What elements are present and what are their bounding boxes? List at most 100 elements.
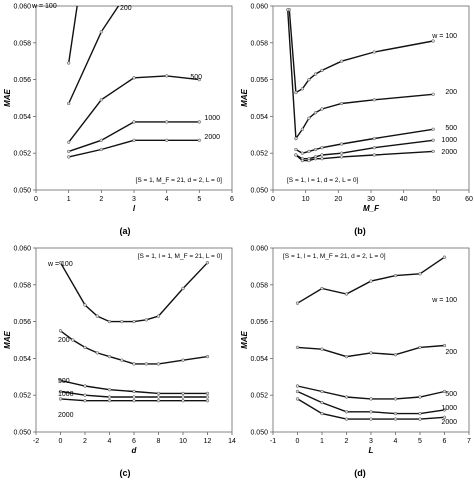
x-tick-label: 8: [157, 438, 161, 445]
data-point: [67, 140, 71, 144]
data-point: [320, 347, 324, 351]
data-point: [83, 399, 87, 403]
y-tick-label: 0.058: [13, 282, 31, 289]
data-point: [393, 417, 398, 421]
series-label: 200: [445, 89, 457, 96]
y-tick-label: 0.058: [250, 40, 268, 47]
data-point: [99, 138, 103, 142]
data-point: [107, 354, 112, 359]
data-point: [58, 378, 63, 383]
data-point: [372, 146, 376, 150]
series-label: 1000: [58, 391, 74, 398]
data-point: [197, 138, 201, 142]
x-axis-label: l: [133, 204, 136, 213]
data-point: [307, 158, 311, 163]
data-point: [83, 303, 87, 307]
data-point: [165, 138, 169, 142]
x-tick-label: 3: [369, 438, 373, 445]
x-tick-label: 3: [132, 196, 136, 203]
series-label: w = 100: [431, 297, 457, 304]
data-point: [99, 98, 103, 102]
data-point: [58, 389, 63, 394]
data-point: [294, 147, 298, 152]
parameter-annotation: [S = 1, l = 1, M_F = 21, L = 0]: [138, 253, 223, 260]
x-tick-label: 6: [443, 438, 447, 445]
data-point: [307, 149, 311, 154]
data-point: [132, 138, 136, 142]
panel-a-caption: (a): [119, 226, 131, 236]
series-label: w = 100: [31, 3, 57, 10]
series-label: 500: [190, 74, 202, 81]
series-label: 200: [58, 337, 70, 344]
series-label: 1000: [441, 405, 457, 412]
x-tick-label: 4: [165, 196, 169, 203]
data-point: [107, 399, 112, 403]
data-point: [344, 354, 349, 359]
data-point: [156, 399, 161, 403]
panel-a-chart: 0.050 0.052 0.054 0.056 0.058 0.060 0 1 2 3 4 5 6 MAE…: [3, 3, 234, 213]
x-tick-label: 0: [34, 196, 38, 203]
data-point: [344, 395, 349, 399]
data-point: [431, 39, 435, 43]
data-point: [144, 318, 148, 322]
data-point: [205, 261, 210, 265]
data-point: [393, 397, 398, 401]
data-point: [295, 389, 300, 394]
data-point: [120, 358, 124, 362]
data-point: [197, 120, 201, 124]
series-label: 200: [120, 5, 132, 12]
data-point: [205, 354, 210, 359]
y-axis-label: MAE: [3, 88, 12, 106]
data-point: [393, 411, 398, 416]
y-tick-label: 0.056: [13, 77, 31, 84]
y-tick-label: 0.056: [250, 77, 268, 84]
data-point: [120, 319, 124, 324]
y-tick-label: 0.050: [13, 188, 31, 195]
data-point: [83, 393, 87, 397]
data-point: [369, 397, 373, 401]
x-tick-label: 50: [432, 196, 440, 203]
data-point: [295, 345, 300, 350]
x-axis-label: M_F: [363, 204, 380, 213]
data-point: [442, 255, 447, 259]
x-tick-label: 2: [345, 438, 349, 445]
series-label: 1000: [204, 115, 220, 122]
x-tick-label: 10: [179, 438, 187, 445]
x-tick-label: -2: [33, 438, 39, 445]
panel-b-chart: 0.050 0.052 0.054 0.056 0.058 0.060 0 10 20 30 40 5…: [240, 4, 473, 214]
data-point: [156, 395, 161, 399]
data-point: [369, 351, 373, 355]
data-point: [313, 111, 318, 115]
x-tick-label: -1: [270, 438, 276, 445]
data-point: [132, 395, 136, 399]
y-tick-label: 0.052: [13, 393, 31, 400]
data-point: [300, 158, 305, 163]
x-tick-label: 0: [296, 438, 300, 445]
y-axis-label: MAE: [240, 88, 249, 106]
data-point: [418, 417, 422, 421]
data-point: [369, 410, 373, 414]
y-tick-label: 0.050: [13, 430, 31, 437]
data-point: [99, 147, 103, 152]
data-point: [294, 90, 298, 95]
y-axis-label: MAE: [240, 330, 249, 348]
data-point: [431, 127, 435, 131]
data-point: [181, 399, 185, 403]
data-point: [295, 397, 300, 401]
data-point: [295, 384, 300, 388]
data-point: [339, 155, 344, 159]
data-point: [339, 151, 344, 155]
plot-frame: [272, 247, 470, 433]
data-point: [99, 30, 103, 34]
data-point: [300, 127, 305, 131]
data-point: [286, 8, 290, 12]
data-point: [144, 362, 148, 366]
x-tick-label: 12: [204, 438, 212, 445]
series-label: 2000: [441, 419, 457, 426]
data-point: [320, 389, 324, 394]
data-point: [132, 319, 136, 324]
y-tick-label: 0.052: [250, 393, 268, 400]
y-tick-label: 0.056: [13, 319, 31, 326]
y-tick-label: 0.054: [13, 356, 31, 363]
y-tick-label: 0.050: [250, 188, 268, 195]
